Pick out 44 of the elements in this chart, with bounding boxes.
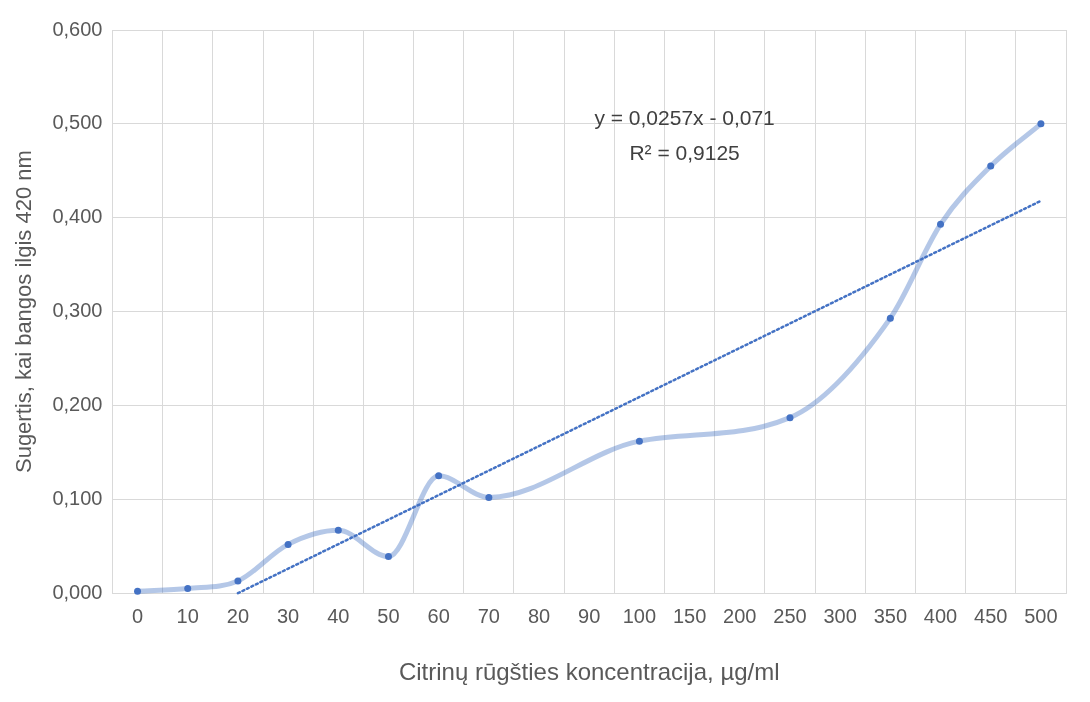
point: [184, 585, 192, 593]
point: [1037, 120, 1045, 128]
point: [937, 220, 945, 228]
point: [234, 577, 242, 585]
x-tick-label: 450: [974, 604, 1008, 627]
annotation: R² = 0,9125: [629, 141, 740, 164]
point: [435, 472, 443, 480]
x-tick-label: 250: [773, 604, 807, 627]
x-tick-label: 300: [823, 604, 857, 627]
point: [284, 540, 292, 548]
x-tick-label: 90: [578, 604, 601, 627]
annotation: y = 0,0257x - 0,071: [594, 106, 775, 129]
x-tick-label: 80: [527, 604, 551, 627]
point: [485, 493, 493, 501]
x-axis-title: Citrinų rūgšties koncentracija, µg/ml: [398, 658, 780, 686]
y-axis-title: Sugertis, kai bangos ilgis 420 nm: [11, 150, 37, 474]
x-tick-label: 150: [672, 604, 707, 627]
x-tick-label: 70: [477, 604, 500, 627]
x-tick-label: 20: [226, 604, 250, 627]
x-tick-label: 50: [377, 604, 400, 627]
y-tick-label: 0,300: [52, 299, 103, 322]
point: [384, 553, 392, 561]
point: [987, 162, 995, 170]
point: [886, 314, 894, 322]
y-tick-label: 0,000: [52, 580, 103, 603]
y-tick-label: 0,100: [52, 486, 103, 509]
point: [134, 587, 142, 595]
y-tick-label: 0,200: [52, 392, 103, 415]
x-tick-label: 40: [327, 604, 350, 627]
x-tick-label: 400: [923, 604, 958, 627]
x-tick-label: 200: [723, 604, 757, 627]
y-tick-label: 0,600: [52, 17, 103, 40]
x-tick-label: 100: [622, 604, 657, 627]
x-tick-label: 10: [176, 604, 199, 627]
y-tick-label: 0,400: [52, 205, 103, 228]
point: [635, 437, 643, 445]
x-tick-label: 500: [1024, 604, 1058, 627]
x-tick-label: 30: [276, 604, 300, 627]
point: [334, 526, 342, 534]
x-tick-label: 0: [131, 604, 144, 627]
point: [786, 414, 794, 422]
x-tick-label: 60: [427, 604, 450, 627]
x-tick-label: 350: [873, 604, 908, 627]
y-tick-label: 0,500: [52, 111, 103, 134]
